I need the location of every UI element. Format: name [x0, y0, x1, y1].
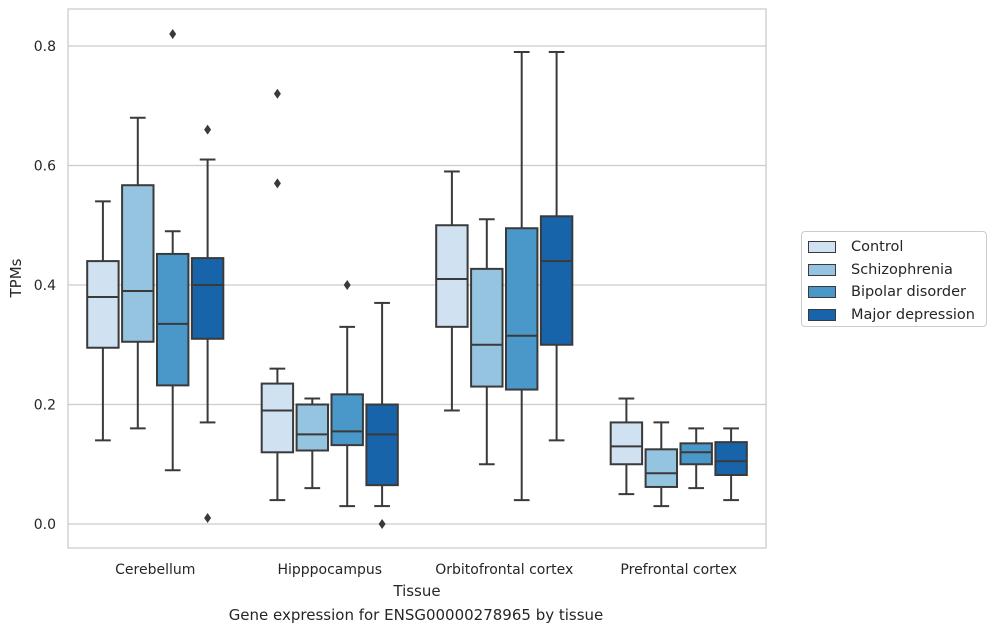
box-iqr	[714, 441, 748, 477]
box-iqr	[539, 215, 574, 346]
box-iqr	[470, 267, 504, 388]
outlier-point	[204, 124, 212, 135]
outlier-point	[273, 88, 281, 99]
x-tick-label: Hipppocampus	[277, 562, 382, 578]
x-tick-labels: Cerebellum Hipppocampus Orbitofrontal cort…	[115, 562, 737, 578]
box-major-depression	[714, 427, 748, 502]
y-tick-label: 0.4	[34, 278, 56, 294]
outlier-point	[204, 513, 212, 524]
outlier-point	[169, 29, 177, 40]
chart-caption: Gene expression for ENSG00000278965 by t…	[228, 606, 604, 624]
box-iqr	[679, 442, 713, 466]
box-iqr	[644, 448, 679, 488]
x-tick-label: Orbitofrontal cortex	[435, 562, 573, 578]
legend-item: Control	[808, 236, 986, 259]
legend-label: Schizophrenia	[851, 261, 953, 278]
box-iqr	[86, 260, 120, 349]
legend-label: Control	[851, 239, 904, 256]
legend-swatch	[808, 286, 836, 299]
box-iqr	[435, 224, 469, 328]
box-series	[86, 29, 748, 529]
box-major-depression	[539, 50, 574, 442]
y-tick-label: 0.0	[34, 517, 56, 533]
box-bipolar-disorder	[504, 50, 539, 502]
legend-item: Major depression	[808, 304, 986, 327]
box-iqr	[504, 227, 539, 391]
box-control	[260, 88, 295, 502]
box-schizophrenia	[295, 397, 330, 490]
x-axis-label: Tissue	[392, 582, 440, 600]
y-tick-label: 0.6	[34, 159, 56, 175]
box-iqr	[330, 393, 364, 447]
x-tick-label: Prefrontal cortex	[620, 562, 737, 578]
legend-swatch	[808, 241, 836, 254]
box-bipolar-disorder	[679, 427, 713, 490]
outlier-point	[273, 178, 281, 189]
box-iqr	[121, 184, 155, 343]
y-tick-labels: 0.0 0.2 0.4 0.6 0.8	[34, 39, 56, 533]
legend-label: Bipolar disorder	[851, 284, 966, 301]
y-axis-label: TPMs	[7, 258, 25, 298]
box-bipolar-disorder	[155, 29, 190, 472]
box-schizophrenia	[470, 218, 504, 466]
legend-swatch	[808, 263, 836, 276]
legend-label: Major depression	[851, 306, 975, 323]
y-tick-label: 0.8	[34, 39, 56, 55]
box-control	[86, 200, 120, 442]
outlier-point	[378, 519, 386, 529]
box-major-depression	[190, 124, 225, 524]
box-iqr	[190, 257, 225, 340]
box-iqr	[295, 403, 330, 452]
plot-frame	[67, 8, 767, 549]
legend-swatch	[808, 308, 836, 321]
box-schizophrenia	[644, 421, 679, 508]
x-tick-label: Cerebellum	[115, 562, 195, 578]
box-control	[435, 170, 469, 412]
box-iqr	[365, 403, 399, 487]
box-schizophrenia	[121, 116, 155, 430]
box-iqr	[260, 382, 295, 454]
legend: Control Schizophrenia Bipolar disorder Majo…	[801, 231, 987, 327]
box-major-depression	[365, 301, 399, 529]
outlier-point	[343, 280, 351, 290]
legend-item: Bipolar disorder	[808, 281, 986, 304]
box-bipolar-disorder	[330, 280, 364, 508]
y-tick-label: 0.2	[34, 398, 56, 414]
box-control	[609, 397, 644, 496]
box-iqr	[609, 421, 644, 466]
box-iqr	[155, 252, 190, 387]
legend-item: Schizophrenia	[808, 259, 986, 282]
